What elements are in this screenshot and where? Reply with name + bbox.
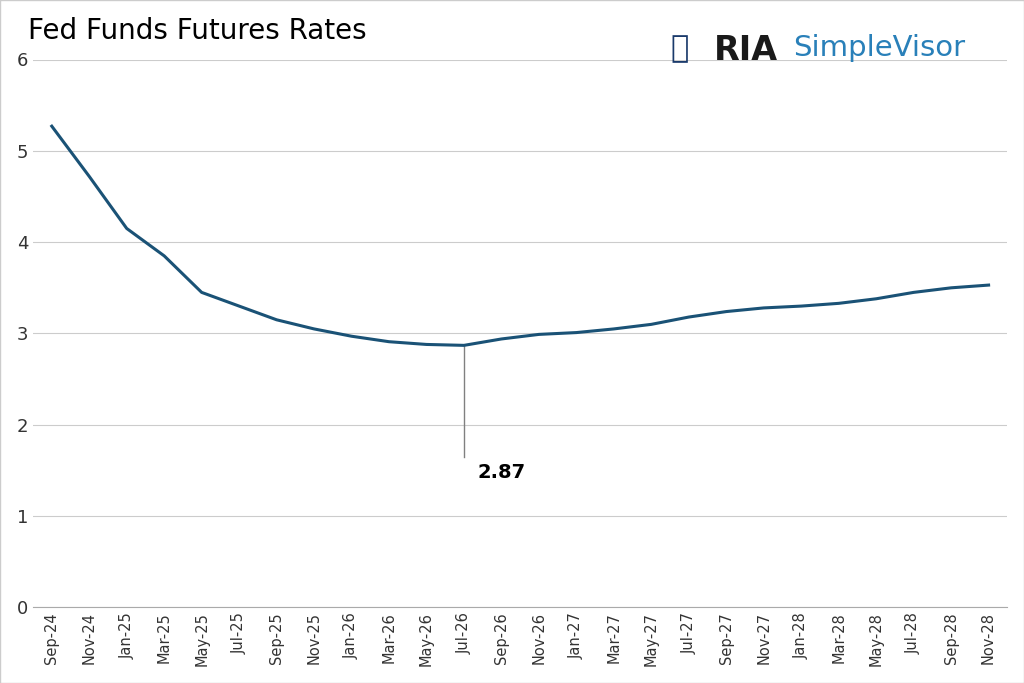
- Text: 2.87: 2.87: [477, 463, 525, 482]
- Text: SimpleVisor: SimpleVisor: [794, 34, 966, 62]
- Text: 🦅: 🦅: [671, 34, 689, 63]
- Text: Fed Funds Futures Rates: Fed Funds Futures Rates: [28, 16, 367, 44]
- Text: RIA: RIA: [714, 34, 778, 67]
